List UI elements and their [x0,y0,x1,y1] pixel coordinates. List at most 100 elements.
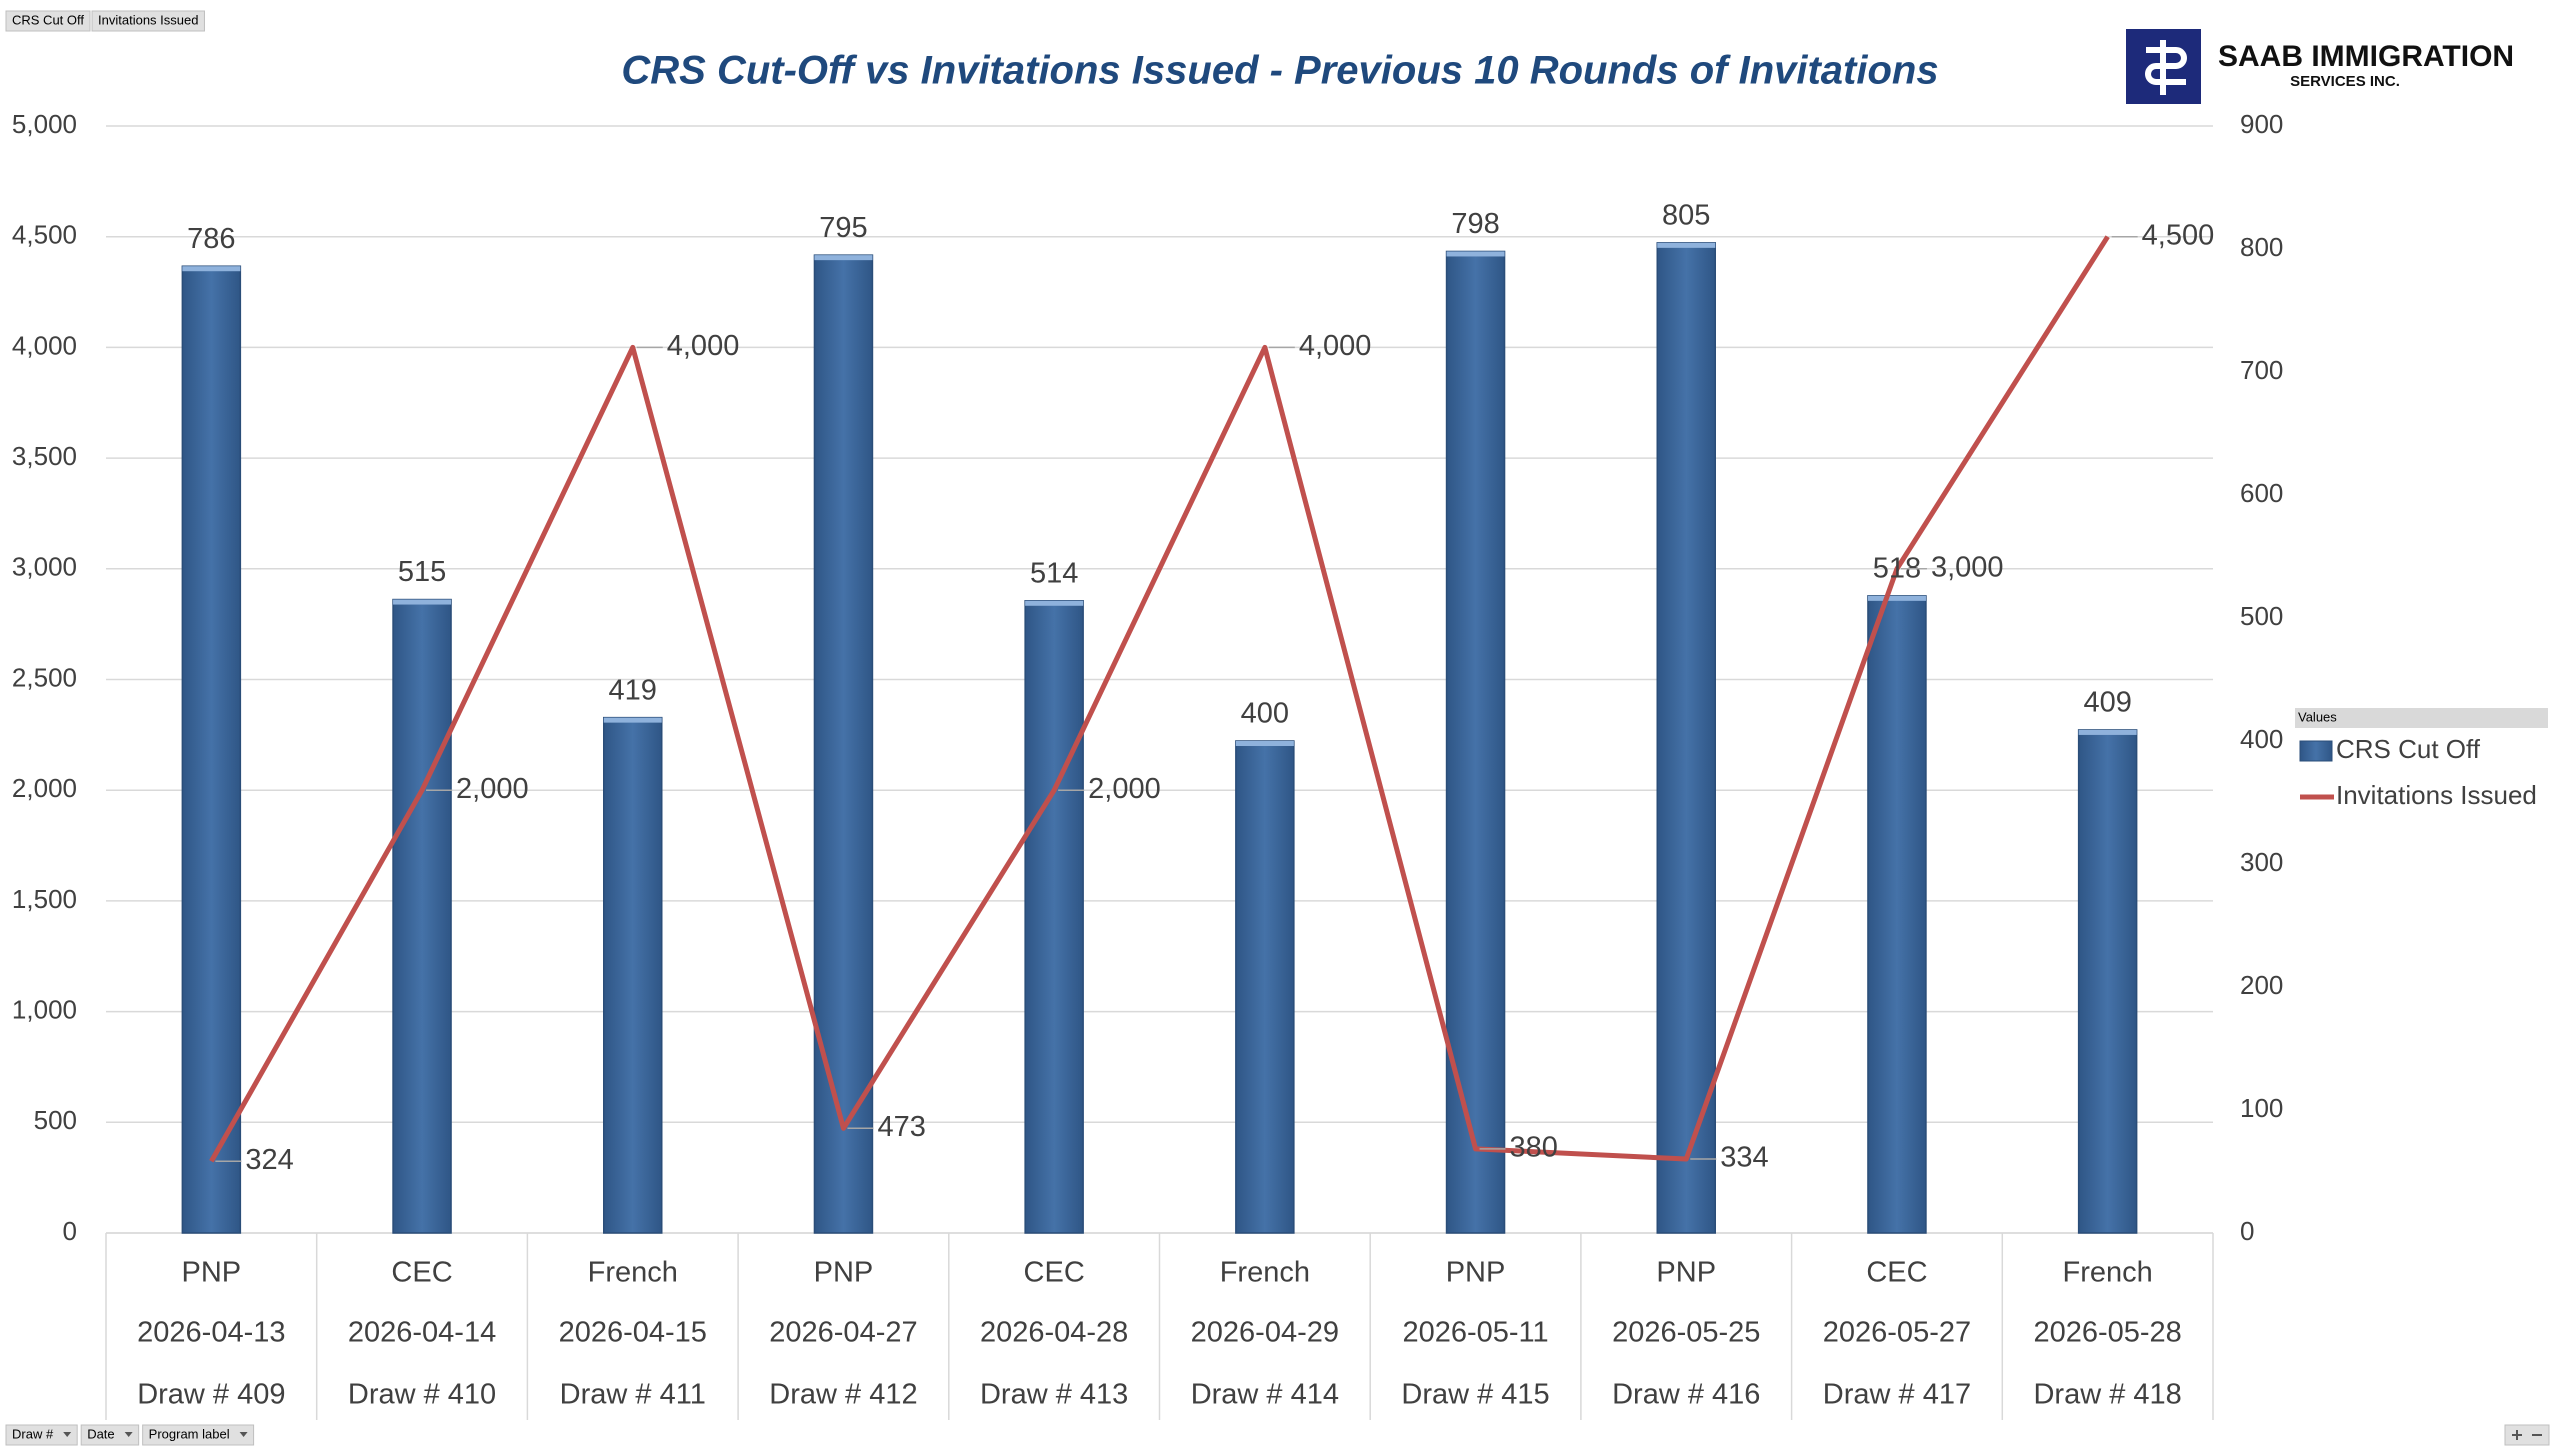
y2-tick-label: 600 [2240,478,2283,508]
y-tick-label: 3,000 [12,552,77,582]
data-label: 4,000 [1299,330,1372,362]
legend-swatch [2299,740,2333,762]
x-tick-label: French [1220,1257,1310,1289]
x-tick-label: Draw # 412 [769,1379,917,1411]
x-tick-label: 2026-04-27 [769,1317,917,1349]
axis-field-button-bg[interactable] [80,1424,140,1446]
y2-tick-label: 200 [2240,970,2283,1000]
dropdown-arrow[interactable] [63,1432,72,1437]
logo-sub: SERVICES INC. [2290,73,2400,90]
data-label: 515 [398,556,446,588]
bar [603,716,663,1234]
data-label: 334 [1720,1142,1768,1174]
data-label: 3,000 [1931,551,2004,583]
x-tick-label: Draw # 411 [560,1379,706,1411]
y2-tick-label: 0 [2240,1216,2254,1246]
axis-field-button[interactable]: Date [87,1426,114,1441]
x-tick-label: 2026-04-29 [1191,1317,1339,1349]
data-label: 380 [1510,1132,1558,1164]
data-label: 4,000 [667,330,740,362]
bar-top [1657,242,1716,248]
y-tick-label: 1,500 [12,884,77,914]
dropdown-arrow[interactable] [239,1432,248,1437]
x-tick-label: PNP [1446,1257,1506,1289]
data-label: 400 [1241,698,1289,730]
x-tick-label: 2026-04-28 [980,1317,1128,1349]
bar-top [182,266,241,272]
bar [1024,600,1084,1234]
value-field-button-bg[interactable] [5,10,91,32]
data-label: 473 [877,1111,925,1143]
y2-tick-label: 700 [2240,355,2283,385]
logo: SAAB IMMIGRATION SERVICES INC. [2126,29,2514,104]
y-tick-label: 3,500 [12,441,77,471]
x-tick-label: Draw # 416 [1612,1379,1760,1411]
legend-header [2295,708,2548,728]
y2-tick-label: 100 [2240,1093,2283,1123]
legend-title: Values [2298,709,2337,724]
data-label: 324 [245,1144,293,1176]
zoom-icons[interactable] [2512,1430,2542,1440]
x-tick-label: PNP [1656,1257,1716,1289]
y2-tick-label: 400 [2240,724,2283,754]
logo-icon [2145,40,2187,95]
x-tick-label: Draw # 418 [2033,1379,2181,1411]
x-tick-label: 2026-05-27 [1823,1317,1971,1349]
chart-title: CRS Cut-Off vs Invitations Issued - Prev… [621,49,1938,93]
x-tick-label: French [2063,1257,2153,1289]
labels: 0 500 1,000 1,500 2,000 2,500 3,000 3,500 4,000 4… [12,109,2283,1411]
legend-label: CRS Cut Off [2336,734,2481,764]
y2-tick-label: 900 [2240,109,2283,139]
x-tick-label: CEC [1024,1257,1085,1289]
line [209,235,2110,1163]
bar [2077,729,2138,1234]
zoom-buttons[interactable] [2504,1424,2550,1446]
bar [1656,242,1716,1234]
bar-top [2078,729,2137,735]
x-tick-label: 2026-04-14 [348,1317,496,1349]
y-tick-label: 0 [63,1216,77,1246]
bar-top [603,717,662,723]
data-label: 2,000 [456,773,529,805]
data-label: 795 [819,212,867,244]
bar [1235,740,1295,1234]
x-tick-label: 2026-05-25 [1612,1317,1760,1349]
bar-top [814,255,873,261]
x-tick-label: PNP [814,1257,874,1289]
ui: Values CRS Cut Off Invitations Issued CRS C… [5,10,2550,1446]
data-label: 805 [1662,200,1710,232]
marks [181,235,2138,1234]
x-tick-label: Draw # 415 [1401,1379,1549,1411]
x-tick-label: 2026-04-13 [137,1317,285,1349]
grid [105,125,2214,1420]
x-tick-label: 2026-05-28 [2033,1317,2181,1349]
x-tick-label: PNP [182,1257,242,1289]
dropdown-arrow[interactable] [124,1432,133,1437]
data-label: 419 [609,674,657,706]
legend-label: Invitations Issued [2336,780,2537,810]
value-field-button-bg[interactable] [91,10,205,32]
x-tick-label: CEC [391,1257,452,1289]
data-label: 2,000 [1088,773,1161,805]
axis-field-button[interactable]: Draw # [12,1426,54,1441]
value-field-button[interactable]: CRS Cut Off [12,12,84,27]
data-label: 4,500 [2142,219,2215,251]
bar-top [1025,600,1084,606]
value-field-button[interactable]: Invitations Issued [98,12,198,27]
logo-name: SAAB IMMIGRATION [2218,40,2514,73]
bar-top [1446,251,1505,257]
x-tick-label: Draw # 413 [980,1379,1128,1411]
data-label: 786 [187,223,235,255]
x-tick-label: Draw # 414 [1191,1379,1339,1411]
bar-top [1235,741,1294,746]
axis-field-button-bg[interactable] [142,1424,255,1446]
axis-field-button[interactable]: Program label [149,1426,230,1441]
x-tick-label: French [588,1257,678,1289]
data-label: 514 [1030,557,1078,589]
axis-field-button-bg[interactable] [5,1424,78,1446]
x-tick-label: Draw # 417 [1823,1379,1971,1411]
y-tick-label: 4,000 [12,330,77,360]
y-tick-label: 2,000 [12,773,77,803]
bar [392,598,452,1234]
